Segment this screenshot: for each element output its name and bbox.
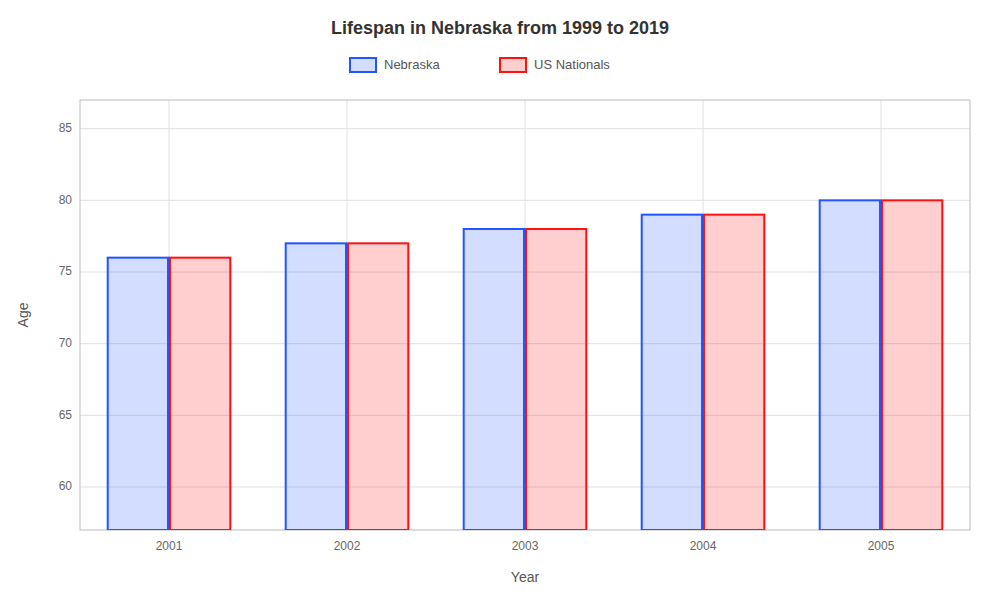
chart-title: Lifespan in Nebraska from 1999 to 2019 — [331, 18, 669, 38]
bar — [704, 215, 764, 530]
x-tick-label: 2005 — [868, 539, 895, 553]
chart: 60 65 70 75 80 85 2001 2002 2003 2004 2005 Year Age L… — [0, 0, 1000, 600]
y-tick-label: 60 — [59, 479, 73, 493]
grid — [80, 100, 970, 530]
bar — [526, 229, 586, 530]
y-tick-label: 70 — [59, 336, 73, 350]
y-tick-label: 65 — [59, 408, 73, 422]
bars — [108, 200, 943, 530]
legend-label: US Nationals — [534, 57, 610, 72]
legend-swatch — [500, 58, 526, 72]
x-tick-label: 2004 — [690, 539, 717, 553]
x-axis-label: Year — [511, 569, 540, 585]
plot-frame — [80, 100, 970, 530]
legend: Nebraska US Nationals — [350, 57, 610, 72]
bar — [348, 243, 408, 530]
y-tick-label: 75 — [59, 264, 73, 278]
bar — [170, 258, 230, 530]
bar — [642, 215, 702, 530]
chart-container: 60 65 70 75 80 85 2001 2002 2003 2004 2005 Year Age L… — [0, 0, 1000, 600]
bar — [882, 200, 942, 530]
legend-swatch — [350, 58, 376, 72]
x-tick-label: 2002 — [334, 539, 361, 553]
y-axis-label: Age — [15, 302, 31, 327]
legend-label: Nebraska — [384, 57, 440, 72]
bar — [286, 243, 346, 530]
x-tick-label: 2001 — [156, 539, 183, 553]
y-tick-label: 85 — [59, 121, 73, 135]
x-tick-label: 2003 — [512, 539, 539, 553]
bar — [108, 258, 168, 530]
bar — [464, 229, 524, 530]
bar — [820, 200, 880, 530]
y-tick-label: 80 — [59, 193, 73, 207]
